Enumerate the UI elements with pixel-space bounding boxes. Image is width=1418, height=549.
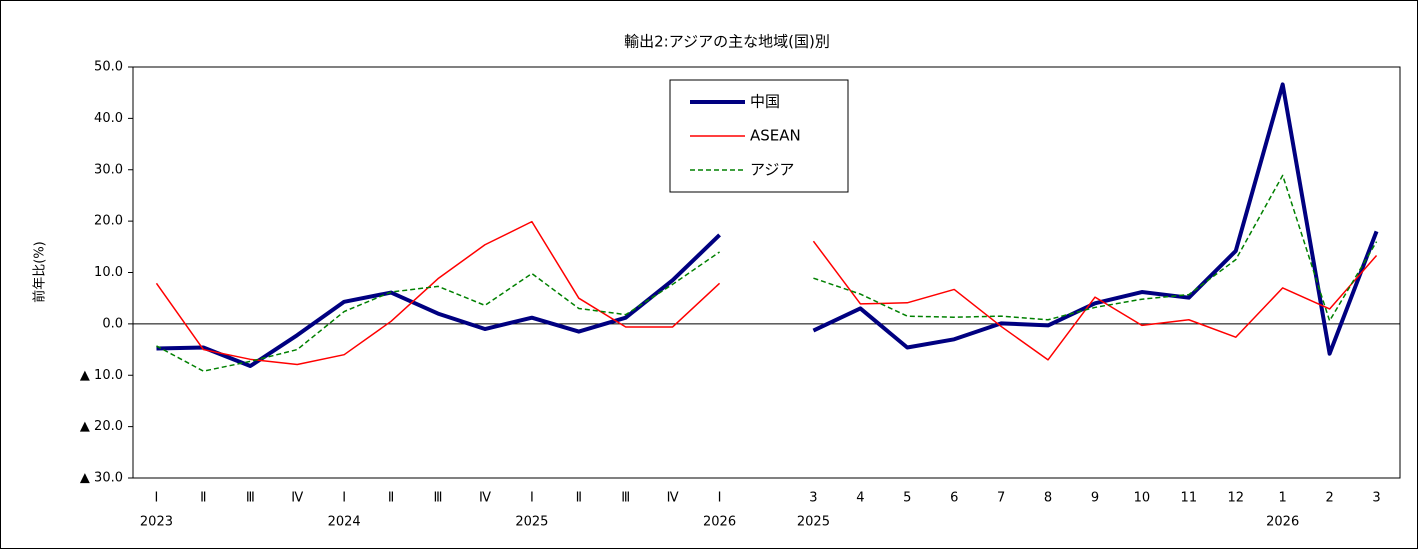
x-tick-label: 7 xyxy=(997,491,1005,506)
x-year-label: 2023 xyxy=(140,515,173,530)
y-tick-label: 0.0 xyxy=(102,316,123,331)
x-tick-label: Ⅰ xyxy=(718,491,722,506)
y-tick-label: ▲ 10.0 xyxy=(80,368,123,383)
x-tick-label: Ⅳ xyxy=(667,491,679,506)
x-tick-label: Ⅲ xyxy=(434,491,443,506)
x-tick-label: 12 xyxy=(1227,491,1244,506)
x-tick-label: Ⅳ xyxy=(291,491,303,506)
x-year-label: 2024 xyxy=(328,515,361,530)
x-year-label: 2026 xyxy=(703,515,736,530)
x-tick-label: Ⅰ xyxy=(155,491,159,506)
legend-label: 中国 xyxy=(750,93,780,111)
x-tick-label: 9 xyxy=(1091,491,1099,506)
y-tick-label: ▲ 30.0 xyxy=(80,471,123,486)
x-tick-label: 3 xyxy=(809,491,817,506)
x-tick-label: 6 xyxy=(950,491,958,506)
x-tick-label: 3 xyxy=(1372,491,1380,506)
x-year-label: 2025 xyxy=(797,515,830,530)
y-tick-label: 10.0 xyxy=(94,265,123,280)
y-tick-label: ▲ 20.0 xyxy=(80,419,123,434)
series-line xyxy=(155,220,1378,366)
x-year-label: 2026 xyxy=(1266,515,1299,530)
x-tick-label: 8 xyxy=(1044,491,1052,506)
x-tick-label: Ⅱ xyxy=(200,491,206,506)
series-line xyxy=(156,82,1379,369)
x-tick-label: Ⅰ xyxy=(342,491,346,506)
chart-title: 輸出2:アジアの主な地域(国)別 xyxy=(624,33,830,51)
x-tick-label: Ⅲ xyxy=(246,491,255,506)
x-tick-label: 5 xyxy=(903,491,911,506)
x-tick-label: Ⅲ xyxy=(621,491,630,506)
y-tick-label: 20.0 xyxy=(94,214,123,229)
legend-label: ASEAN xyxy=(750,127,801,145)
y-tick-label: 30.0 xyxy=(94,162,123,177)
x-tick-label: 10 xyxy=(1134,491,1151,506)
x-tick-label: 11 xyxy=(1181,491,1198,506)
y-tick-label: 50.0 xyxy=(94,60,123,75)
x-year-label: 2025 xyxy=(515,515,548,530)
x-tick-label: Ⅳ xyxy=(479,491,491,506)
x-tick-label: Ⅱ xyxy=(388,491,394,506)
x-tick-label: 2 xyxy=(1325,491,1333,506)
series-line xyxy=(156,174,1378,372)
x-tick-label: 1 xyxy=(1279,491,1287,506)
x-tick-label: Ⅱ xyxy=(576,491,582,506)
y-tick-label: 40.0 xyxy=(94,111,123,126)
legend-label: アジア xyxy=(750,161,794,179)
x-tick-label: 4 xyxy=(856,491,864,506)
y-axis-label: 前年比(%) xyxy=(32,241,48,303)
x-tick-label: Ⅰ xyxy=(530,491,534,506)
